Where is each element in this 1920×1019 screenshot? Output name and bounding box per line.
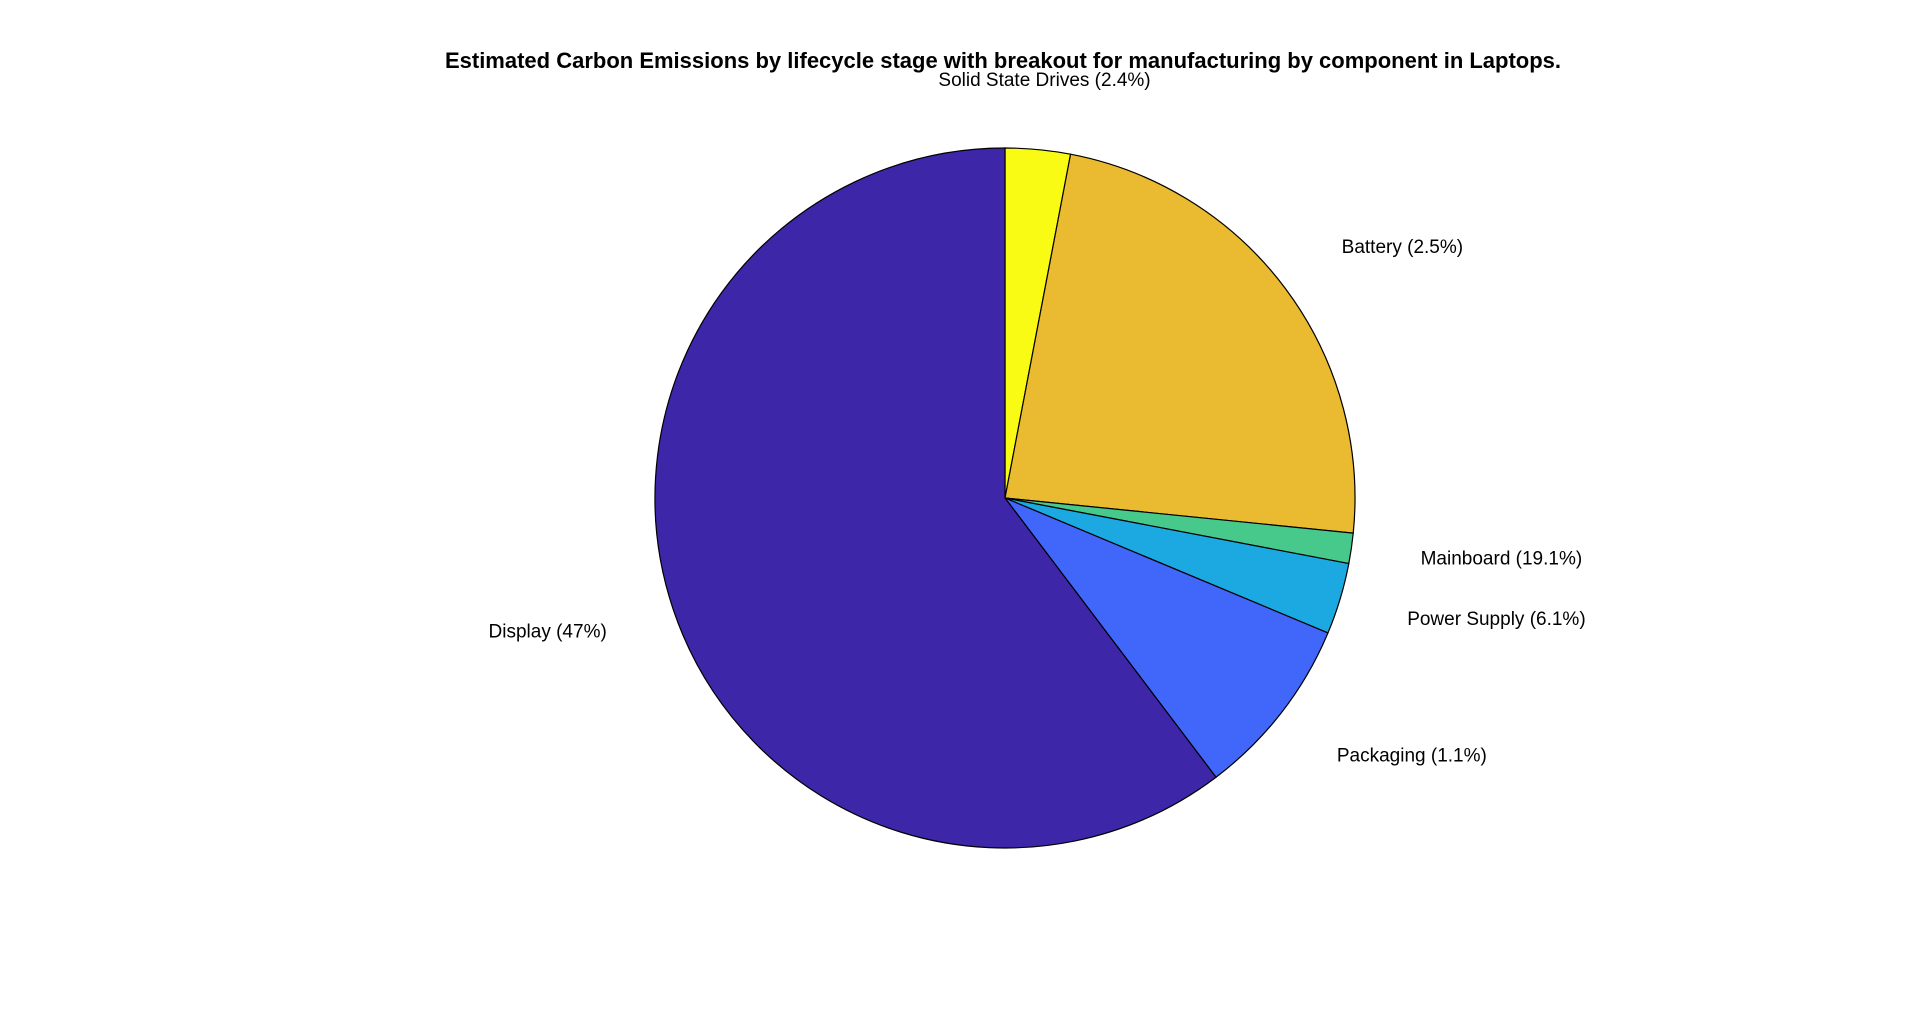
pie-slices [654,147,1356,849]
pie-slice-1 [1004,153,1356,534]
pie-slice-label-1: Battery (2.5%) [1342,237,1463,258]
chart-title: Estimated Carbon Emissions by lifecycle … [445,48,1561,73]
pie-slice-label-2: Mainboard (19.1%) [1421,548,1583,569]
pie-slice-5 [654,147,1217,849]
pie-slice-label-0: Solid State Drives (2.4%) [938,70,1150,91]
pie-slice-label-3: Power Supply (6.1%) [1407,609,1585,630]
pie-slice-label-5: Display (47%) [489,622,607,643]
pie-slice-4 [1003,496,1329,779]
pie-slice-label-4: Packaging (1.1%) [1337,745,1487,766]
pie-labels: Solid State Drives (2.4%) Battery (2.5%) M… [489,70,1586,767]
